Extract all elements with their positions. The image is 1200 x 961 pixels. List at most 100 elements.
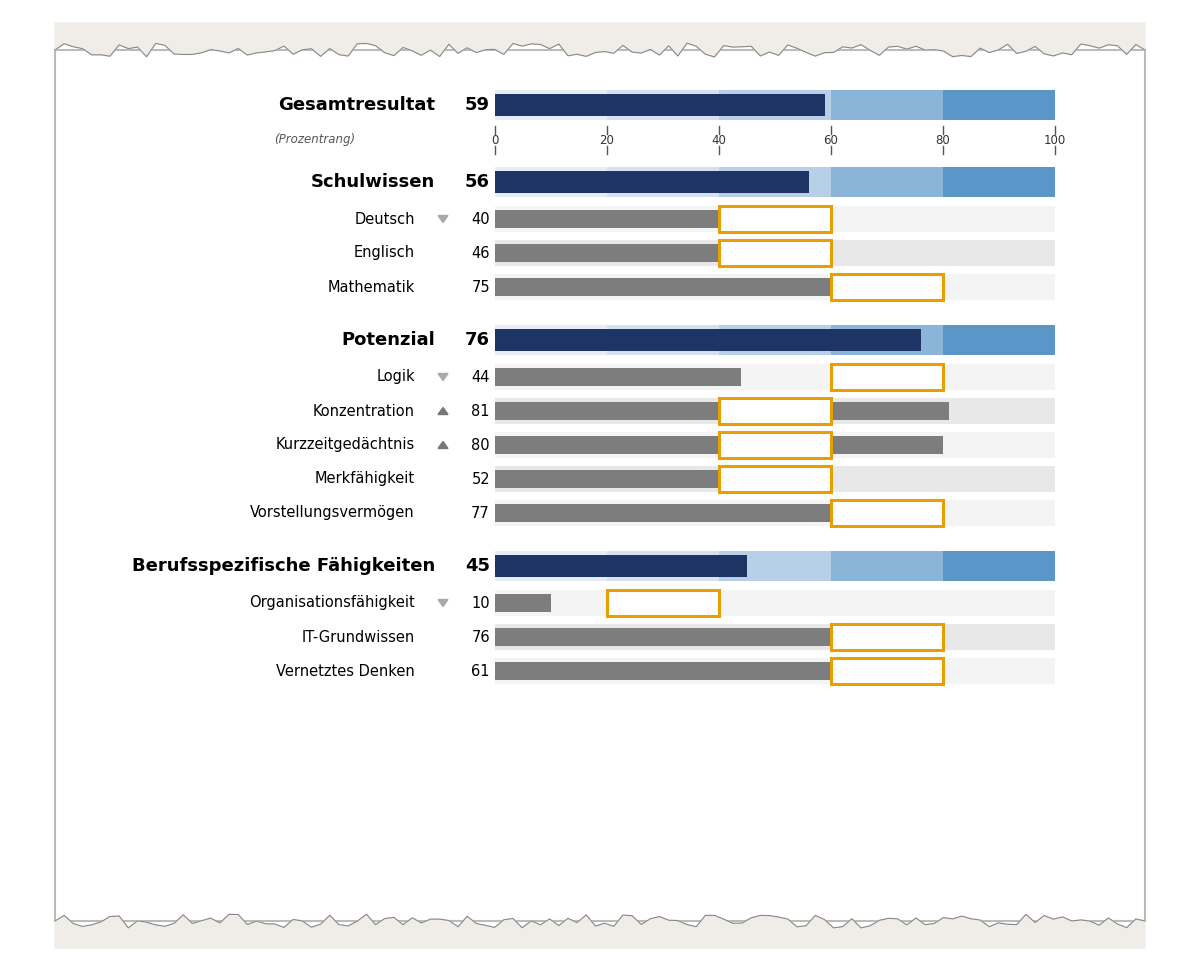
Text: Vernetztes Denken: Vernetztes Denken [276,663,415,678]
Bar [496,436,943,454]
Bar [496,398,1055,424]
Text: 81: 81 [472,404,490,418]
Text: (Prozentrang): (Prozentrang) [274,134,355,146]
Bar [496,364,1055,390]
Bar [943,325,1055,355]
Bar [496,555,746,577]
Polygon shape [438,441,448,449]
Bar [830,167,943,197]
Text: 10: 10 [472,596,490,610]
Polygon shape [55,914,1145,948]
Bar [496,325,607,355]
Bar [496,624,1055,650]
Bar [496,278,916,296]
Text: IT-Grundwissen: IT-Grundwissen [301,629,415,645]
Text: 40: 40 [712,134,726,146]
Bar [496,551,607,581]
Bar [496,210,719,228]
Bar [830,364,943,390]
Bar [496,662,836,680]
Bar [719,90,830,120]
Text: Organisationsfähigkeit: Organisationsfähigkeit [250,596,415,610]
Text: 80: 80 [936,134,950,146]
Bar [496,90,607,120]
Bar [719,206,830,232]
Bar [496,504,926,522]
Bar [943,551,1055,581]
Text: 44: 44 [472,369,490,384]
Bar [607,90,719,120]
Polygon shape [438,215,448,223]
Text: 80: 80 [472,437,490,453]
Bar [830,274,943,300]
Polygon shape [438,407,448,414]
Bar [496,206,1055,232]
Bar [607,590,719,616]
Bar [943,90,1055,120]
Bar [496,628,920,646]
Text: Englisch: Englisch [354,245,415,260]
Polygon shape [55,23,1145,57]
Text: Logik: Logik [377,369,415,384]
Bar [496,470,786,488]
Text: 0: 0 [491,134,499,146]
Bar [719,398,830,424]
Bar [496,329,920,351]
Text: Merkfähigkeit: Merkfähigkeit [314,472,415,486]
Bar [719,432,830,458]
Bar [719,240,830,266]
Bar [607,167,719,197]
Text: 56: 56 [466,173,490,191]
Bar [496,167,607,197]
Text: Gesamtresultat: Gesamtresultat [278,96,436,114]
Bar [719,167,830,197]
Bar [496,432,1055,458]
Text: 100: 100 [1044,134,1066,146]
Text: 40: 40 [472,211,490,227]
Bar [496,466,1055,492]
Text: Schulwissen: Schulwissen [311,173,436,191]
Bar [830,658,943,684]
Bar [496,244,752,262]
Bar [496,274,1055,300]
Bar [719,466,830,492]
Text: Mathematik: Mathematik [328,280,415,294]
Bar [496,658,1055,684]
Bar [496,590,1055,616]
Text: 77: 77 [472,505,490,521]
Polygon shape [438,600,448,606]
Text: 75: 75 [472,280,490,294]
Text: 61: 61 [472,663,490,678]
Bar [830,624,943,650]
Text: 60: 60 [823,134,839,146]
Text: Potenzial: Potenzial [341,331,436,349]
Polygon shape [438,374,448,381]
Text: 52: 52 [472,472,490,486]
Text: 45: 45 [466,557,490,575]
Bar [830,551,943,581]
Bar [830,325,943,355]
Bar [943,167,1055,197]
Bar [496,94,826,116]
Bar [496,594,551,612]
Text: 76: 76 [472,629,490,645]
Bar [719,551,830,581]
Text: 59: 59 [466,96,490,114]
Text: Konzentration: Konzentration [313,404,415,418]
Text: 20: 20 [600,134,614,146]
Bar [607,325,719,355]
Bar [496,500,1055,526]
Bar [496,240,1055,266]
Bar [607,551,719,581]
Text: Deutsch: Deutsch [354,211,415,227]
Text: Berufsspezifische Fähigkeiten: Berufsspezifische Fähigkeiten [132,557,436,575]
Bar [830,90,943,120]
Bar [496,171,809,193]
Text: 46: 46 [472,245,490,260]
Text: Vorstellungsvermögen: Vorstellungsvermögen [251,505,415,521]
Bar [496,368,742,386]
Text: 76: 76 [466,331,490,349]
Bar [719,325,830,355]
Text: Kurzzeitgedächtnis: Kurzzeitgedächtnis [276,437,415,453]
Bar [830,500,943,526]
